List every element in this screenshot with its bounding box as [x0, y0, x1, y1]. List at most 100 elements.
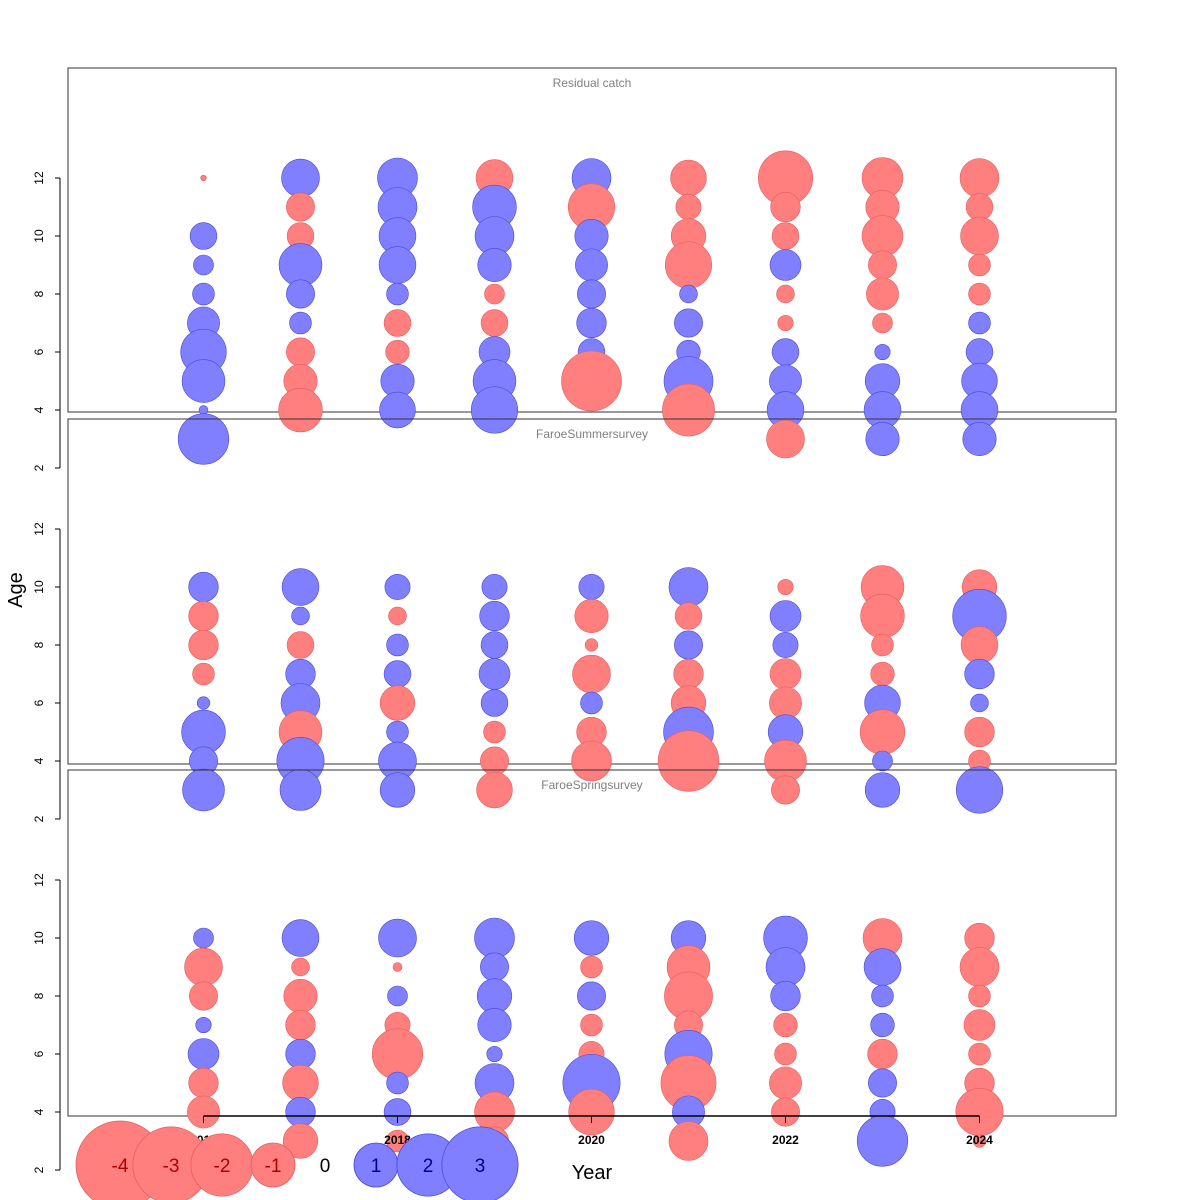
panel-frame [67, 67, 1117, 413]
bubble [477, 1007, 512, 1043]
y-tick-label: 12 [32, 873, 46, 887]
bubble [871, 633, 894, 657]
bubble [572, 654, 611, 694]
bubble [965, 193, 994, 221]
bubble [959, 947, 1000, 987]
bubble [864, 772, 901, 808]
bubble [868, 250, 897, 280]
legend-item: -2 [190, 1133, 254, 1197]
bubble [674, 602, 703, 630]
bubble [968, 1042, 991, 1066]
bubble [188, 600, 219, 632]
legend-item: 0 [320, 1156, 331, 1177]
legend-item: -3 [132, 1126, 210, 1200]
bubble [378, 246, 417, 284]
legend-item: -1 [250, 1142, 296, 1188]
bubble [371, 1028, 424, 1080]
bubble [657, 730, 720, 792]
bubble [200, 174, 207, 182]
bubble [963, 1009, 996, 1041]
bubble [968, 253, 991, 277]
bubble [771, 222, 800, 250]
legend-label: 3 [475, 1156, 486, 1177]
bubble [860, 593, 905, 639]
bubble [479, 600, 510, 632]
bubble [188, 571, 219, 603]
panel: FaroeSpringsurvey 2 4 6 8 10 12 [32, 769, 1117, 1173]
bubble [192, 662, 215, 686]
bubble [188, 1067, 219, 1099]
bubble [474, 917, 515, 959]
bubble [673, 658, 704, 690]
y-tick-label: 6 [32, 699, 46, 706]
bubble [378, 918, 417, 958]
bubble [872, 312, 893, 334]
legend-label: -4 [112, 1156, 129, 1177]
y-tick-label: 8 [32, 290, 46, 297]
bubble [383, 1098, 412, 1126]
bubble [278, 387, 323, 433]
bubble [386, 633, 409, 657]
bubble [955, 766, 1004, 814]
bubble [859, 709, 906, 755]
bubble [955, 1088, 1004, 1136]
bubble [670, 159, 707, 197]
bubble [584, 638, 599, 652]
x-axis-label: Year [572, 1162, 613, 1184]
bubble [480, 631, 509, 659]
bubble [383, 660, 412, 688]
panel: Residual catch 2 4 6 8 10 12 [32, 67, 1117, 471]
bubble [766, 419, 805, 459]
bubble [769, 600, 802, 632]
y-tick-label: 6 [32, 1050, 46, 1057]
bubble [960, 626, 999, 664]
legend-bubble [250, 1142, 296, 1188]
bubble [279, 769, 322, 811]
bubble [578, 574, 605, 600]
bubble [481, 574, 508, 600]
bubble [574, 218, 609, 254]
bubble [771, 775, 800, 805]
bubble [861, 215, 904, 257]
bubble [480, 746, 509, 776]
bubble [871, 984, 894, 1008]
bubble [480, 309, 509, 337]
bubble [968, 282, 991, 306]
bubble [474, 1091, 515, 1133]
bubble [874, 343, 891, 361]
bubble [182, 768, 225, 812]
bubble [577, 279, 606, 309]
bubble [291, 606, 310, 626]
panel-title: FaroeSpringsurvey [541, 778, 642, 792]
bubble [189, 981, 218, 1011]
bubble [771, 1097, 800, 1127]
bubble [769, 686, 802, 720]
y-tick-label: 2 [32, 815, 46, 822]
bubble [968, 311, 991, 335]
bubble [964, 716, 995, 748]
bubble [865, 421, 900, 457]
panels: Residual catch 2 4 6 8 10 12 FaroeSummersurvey 2… [32, 67, 1117, 1173]
y-tick-label: 2 [32, 464, 46, 471]
bubble [193, 927, 214, 949]
legend-label: 0 [320, 1156, 331, 1177]
y-tick-label: 4 [32, 1108, 46, 1115]
bubble [195, 1016, 212, 1034]
bubble [575, 248, 608, 282]
bubble [484, 283, 505, 305]
bubble [868, 1068, 897, 1098]
bubble [193, 254, 214, 276]
bubble [959, 158, 1000, 198]
y-tick-label: 10 [32, 580, 46, 594]
bubble [571, 740, 612, 782]
bubble [568, 1088, 615, 1136]
bubble [282, 1064, 319, 1102]
bubble [470, 386, 519, 434]
bubble [769, 1066, 802, 1100]
bubble [480, 952, 509, 982]
bubble [972, 1134, 987, 1148]
bubble [386, 1071, 409, 1095]
bubble [486, 1045, 503, 1063]
bubble [576, 307, 607, 339]
bubble [379, 391, 416, 429]
